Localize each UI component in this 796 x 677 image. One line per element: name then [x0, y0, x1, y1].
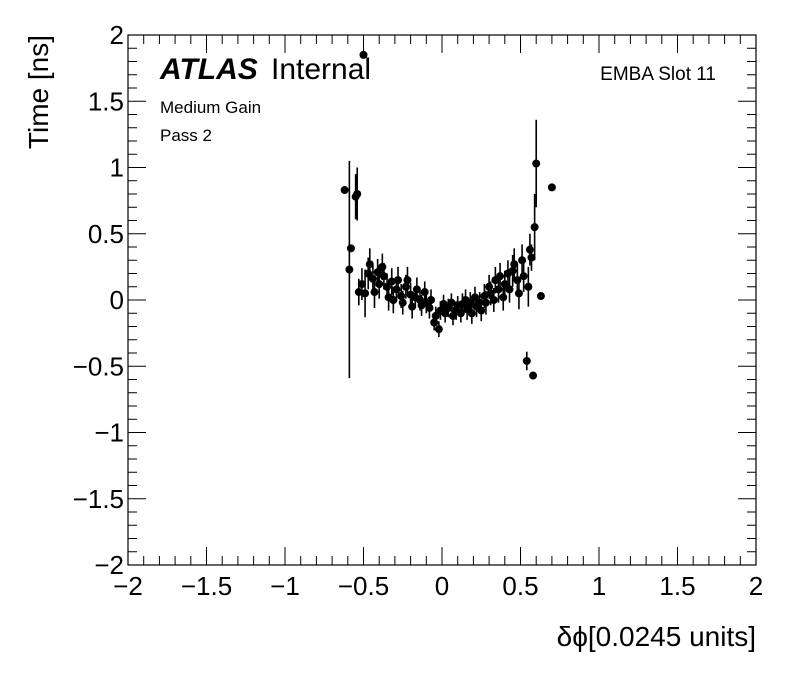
data-point — [525, 245, 534, 254]
data-point — [505, 285, 514, 294]
data-point — [536, 292, 545, 301]
data-point — [357, 280, 366, 289]
data-point — [346, 244, 355, 253]
data-point — [430, 318, 439, 327]
data-point — [425, 303, 434, 312]
y-axis-title: Time [ns] — [23, 35, 54, 149]
data-point — [486, 289, 495, 298]
data-point — [340, 186, 349, 195]
data-point — [427, 296, 436, 304]
data-point — [489, 296, 498, 304]
x-tick-label: −1.5 — [181, 571, 232, 601]
data-point — [387, 277, 396, 286]
data-point — [518, 256, 527, 265]
x-tick-label: 2 — [749, 571, 763, 601]
x-tick-label: 0 — [435, 571, 449, 601]
pass-label: Pass 2 — [160, 126, 212, 145]
data-point — [496, 272, 505, 281]
x-axis-title: δϕ[0.0245 units] — [557, 621, 756, 652]
x-tick-label: −2 — [113, 571, 143, 601]
data-point — [510, 260, 519, 269]
data-point — [500, 280, 509, 289]
data-point — [420, 288, 429, 297]
data-point — [447, 298, 456, 307]
data-point — [481, 298, 490, 307]
data-point — [375, 280, 384, 289]
data-point — [412, 285, 421, 294]
data-point — [408, 302, 417, 311]
data-point — [434, 325, 443, 334]
data-point — [467, 309, 476, 318]
slot-label: EMBA Slot 11 — [600, 64, 716, 85]
data-point — [359, 50, 368, 59]
data-point — [524, 282, 533, 291]
x-tick-label: −0.5 — [338, 571, 389, 601]
data-point — [345, 265, 354, 274]
data-point — [477, 306, 486, 315]
data-point — [365, 260, 374, 269]
y-tick-label: 1 — [110, 153, 124, 183]
data-point — [485, 282, 494, 291]
y-tick-label: 0 — [110, 285, 124, 315]
data-point — [398, 298, 407, 307]
x-tick-label: −1 — [270, 571, 300, 601]
y-tick-label: −1.5 — [73, 484, 124, 514]
tick-labels: −2 −1.5 −1 −0.5 0 0.5 1 1.5 2 −2 −1.5 −1 −0.5 0 0.5 1 1.… — [73, 20, 764, 601]
data-point — [547, 183, 556, 192]
data-point — [370, 288, 379, 297]
data-points — [340, 50, 556, 380]
y-tick-label: −0.5 — [73, 351, 124, 381]
y-tick-label: 2 — [110, 20, 124, 50]
data-point — [368, 274, 377, 283]
atlas-label-bold: ATLAS — [159, 53, 258, 86]
x-tick-label: 0.5 — [502, 571, 538, 601]
data-point — [379, 272, 388, 281]
data-point — [403, 276, 412, 285]
data-point — [514, 289, 523, 298]
gain-label: Medium Gain — [160, 98, 261, 117]
data-point — [532, 159, 541, 168]
axis-ticks — [127, 34, 757, 566]
x-tick-label: 1 — [592, 571, 606, 601]
data-point — [354, 288, 363, 297]
data-point — [394, 276, 403, 285]
data-point — [389, 296, 398, 304]
y-tick-label: 0.5 — [88, 219, 124, 249]
data-point — [519, 272, 528, 281]
y-tick-label: −1 — [94, 418, 124, 448]
data-point — [530, 223, 539, 232]
x-tick-label: 1.5 — [659, 571, 695, 601]
data-point — [431, 311, 440, 320]
data-point — [499, 293, 508, 302]
data-point — [494, 285, 503, 294]
y-tick-label: −2 — [94, 550, 124, 580]
data-point — [397, 292, 406, 301]
data-point — [529, 371, 538, 380]
data-point — [508, 266, 517, 275]
data-point — [378, 262, 387, 271]
data-point — [527, 253, 536, 262]
y-tick-label: 1.5 — [88, 86, 124, 116]
data-point — [392, 285, 401, 294]
data-point — [361, 289, 370, 298]
data-point — [353, 190, 362, 198]
atlas-label-internal: Internal — [271, 53, 371, 86]
data-point — [522, 356, 531, 365]
data-point — [401, 282, 410, 291]
